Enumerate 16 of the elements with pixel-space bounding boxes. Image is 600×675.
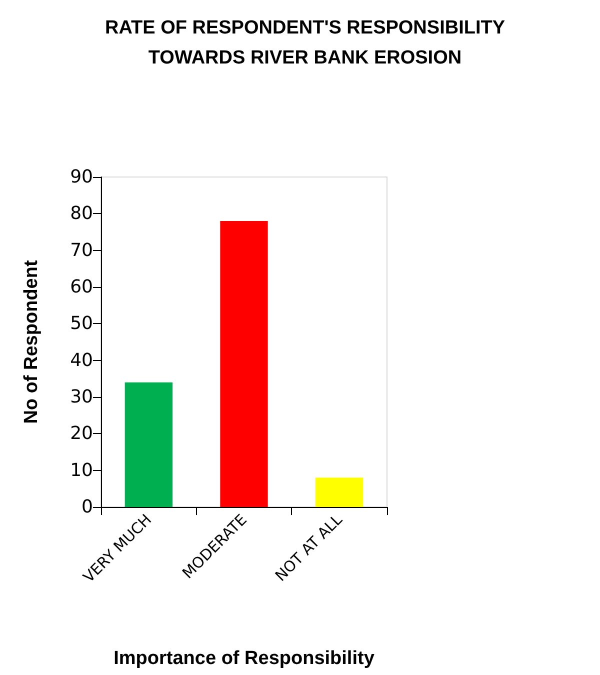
y-tick-label: 20: [70, 423, 93, 444]
bar: [124, 382, 172, 507]
bar: [316, 478, 364, 507]
chart-title: RATE OF RESPONDENT'S RESPONSIBILITY TOWARDS RIVER BANK EROSION: [104, 18, 506, 68]
y-tick-label: 40: [70, 350, 93, 371]
y-tick-label: 90: [70, 166, 93, 188]
y-tick-label: 50: [70, 313, 93, 334]
y-tick-label: 80: [70, 203, 93, 224]
y-axis-title: No of Respondent: [21, 260, 42, 424]
bar: [220, 221, 268, 507]
y-tick-label: 60: [70, 276, 93, 298]
y-tick-label: 10: [70, 460, 93, 481]
x-axis-title: Importance of Responsibility: [114, 648, 375, 669]
y-tick-label: 30: [70, 386, 93, 408]
y-tick-label: 70: [70, 240, 93, 261]
y-tick-label: 0: [82, 496, 93, 518]
